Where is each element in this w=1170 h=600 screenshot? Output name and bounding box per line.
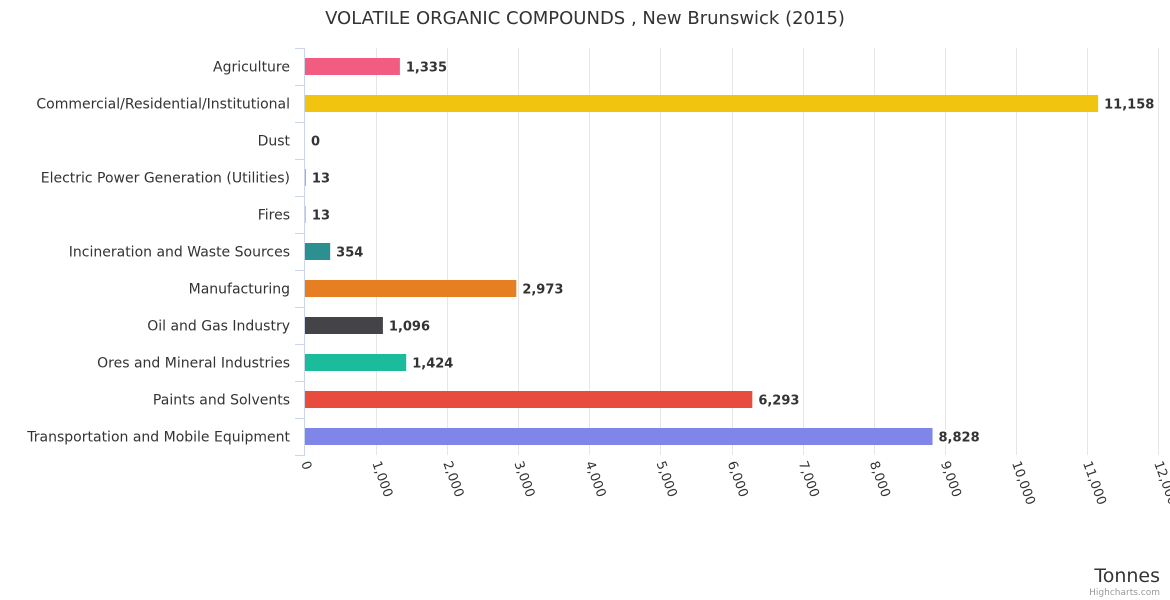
category-label: Manufacturing [189,282,290,298]
category-label: Ores and Mineral Industries [97,356,290,372]
category-label: Agriculture [213,60,290,76]
credits-link[interactable]: Highcharts.com [1089,588,1160,598]
bar[interactable] [305,206,306,223]
bar[interactable] [305,354,407,371]
bar[interactable] [305,243,331,260]
bar[interactable] [305,280,517,297]
category-label: Incineration and Waste Sources [69,245,290,261]
category-label: Dust [258,134,291,150]
category-label: Commercial/Residential/Institutional [36,97,290,113]
gridlines [295,48,1159,456]
data-label: 11,158 [1104,98,1154,113]
data-label: 0 [311,135,320,150]
bar[interactable] [305,428,933,445]
value-axis-title: Tonnes [1093,565,1160,587]
data-label: 8,828 [939,431,980,446]
bar[interactable] [305,169,306,186]
data-label: 1,096 [389,320,430,335]
data-label: 6,293 [758,394,799,409]
data-label: 1,424 [412,357,453,372]
bar[interactable] [305,391,753,408]
category-label: Electric Power Generation (Utilities) [41,171,290,187]
data-label: 1,335 [406,61,447,76]
category-label: Transportation and Mobile Equipment [26,430,290,446]
bar[interactable] [305,58,400,75]
data-labels: 1,335 11,158 0 13 13 354 2,973 1,096 1,424 6,293 8… [310,59,1156,447]
data-label: 13 [312,209,330,224]
chart-title: VOLATILE ORGANIC COMPOUNDS , New Brunswi… [325,8,845,29]
data-label: 354 [336,246,363,261]
category-label: Paints and Solvents [153,393,290,409]
bars [305,58,1099,445]
category-labels: Agriculture Commercial/Residential/Instit… [26,60,290,446]
category-label: Fires [258,208,290,224]
data-label: 2,973 [522,283,563,298]
category-label: Oil and Gas Industry [147,319,290,335]
bar[interactable] [305,317,383,334]
bar[interactable] [305,95,1099,112]
data-label: 13 [312,172,330,187]
